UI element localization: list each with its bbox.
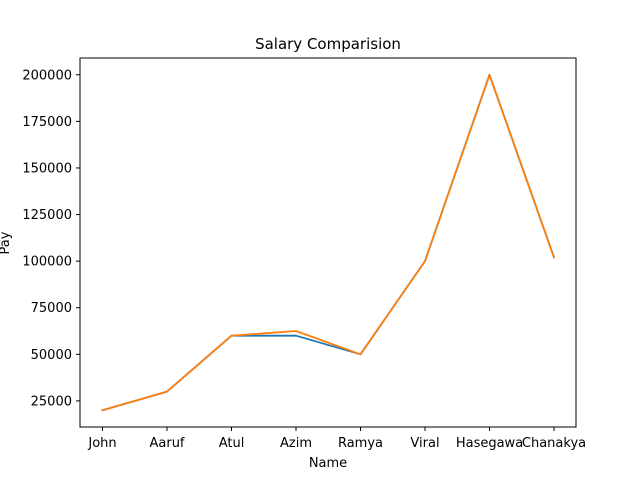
y-tick-label: 75000 (31, 301, 72, 316)
series-line-2 (101, 73, 556, 412)
x-tick-label: Hasegawa (456, 436, 523, 451)
chart-title: Salary Comparision (255, 35, 401, 53)
y-tick-label: 200000 (22, 68, 72, 83)
plot-area-frame (79, 57, 577, 428)
y-axis: 25000 50000 75000 100000 125000 150000 175000 2… (22, 68, 80, 409)
series-line-1 (101, 73, 556, 412)
x-tick-label: John (87, 436, 116, 451)
x-tick-label: Ramya (338, 436, 383, 451)
x-axis-label: Name (309, 456, 347, 471)
x-tick-label: Atul (219, 436, 245, 451)
plot-series (101, 73, 556, 412)
y-tick-label: 50000 (31, 348, 72, 363)
x-tick-label: Chanakya (522, 436, 586, 451)
x-tick-label: Azim (280, 436, 312, 451)
y-tick-label: 125000 (22, 208, 72, 223)
y-tick-label: 25000 (31, 394, 72, 409)
y-tick-label: 100000 (22, 255, 72, 270)
x-axis: John Aaruf Atul Azim Ramya Viral HasegawaChana… (87, 427, 586, 451)
x-tick-label: Viral (410, 436, 439, 451)
y-axis-label: Pay (0, 231, 13, 254)
y-tick-label: 175000 (22, 115, 72, 130)
y-tick-label: 150000 (22, 161, 72, 176)
x-tick-label: Aaruf (149, 436, 184, 451)
